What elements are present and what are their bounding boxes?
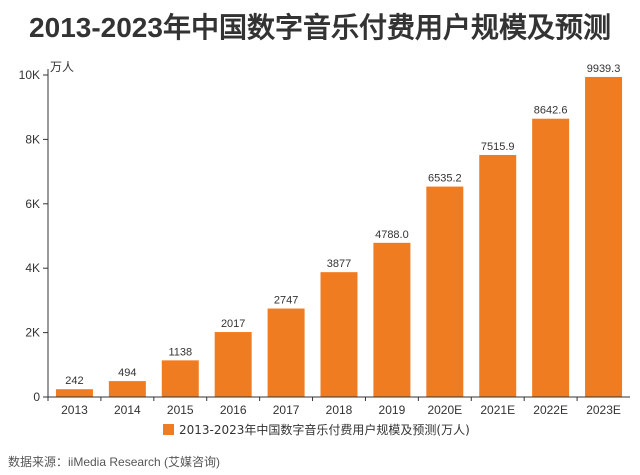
bar xyxy=(373,242,411,397)
bar-value-label: 242 xyxy=(65,375,83,387)
y-tick-label: 6K xyxy=(25,197,40,211)
bar-value-label: 2017 xyxy=(221,318,245,330)
chart-title: 2013-2023年中国数字音乐付费用户规模及预测 xyxy=(29,12,611,43)
bar xyxy=(55,389,93,397)
x-tick-label: 2018 xyxy=(326,403,353,417)
x-tick-label: 2013 xyxy=(61,403,88,417)
x-tick-label: 2019 xyxy=(379,403,406,417)
x-tick-label: 2021E xyxy=(480,403,515,417)
bar-value-label: 6535.2 xyxy=(428,173,462,185)
bar-value-label: 2747 xyxy=(274,295,298,307)
bar xyxy=(479,154,517,397)
bars-group: 242 494 1138 2017 2747 3877 4788.0 6535.2 7515.9… xyxy=(55,63,623,398)
y-tick-label: 8K xyxy=(25,132,40,146)
y-axis: 0 2K 4K 6K 8K 10K 万人 xyxy=(19,60,74,404)
bar xyxy=(426,186,464,397)
y-tick-label: 10K xyxy=(19,68,40,82)
bar-value-label: 4788.0 xyxy=(375,229,409,241)
x-tick-label: 2014 xyxy=(114,403,141,417)
bar xyxy=(161,360,199,397)
legend: 2013-2023年中国数字音乐付费用户规模及预测(万人) xyxy=(163,422,470,437)
bar-value-label: 494 xyxy=(118,367,136,379)
x-tick-label: 2017 xyxy=(273,403,300,417)
source-note: 数据来源：iiMedia Research (艾媒咨询) xyxy=(8,455,221,469)
x-tick-label: 2015 xyxy=(167,403,194,417)
x-tick-label: 2023E xyxy=(586,403,621,417)
bar xyxy=(214,332,252,397)
legend-label: 2013-2023年中国数字音乐付费用户规模及预测(万人) xyxy=(179,422,470,437)
legend-swatch xyxy=(163,424,174,435)
x-tick-label: 2020E xyxy=(427,403,462,417)
x-tick-label: 2022E xyxy=(533,403,568,417)
bar xyxy=(108,381,146,397)
y-tick-label: 2K xyxy=(25,326,40,340)
bar xyxy=(320,272,358,397)
bar xyxy=(585,76,623,398)
y-tick-label: 4K xyxy=(25,261,40,275)
bar-value-label: 1138 xyxy=(168,346,192,358)
y-tick-label: 0 xyxy=(33,390,40,404)
x-tick-label: 2016 xyxy=(220,403,247,417)
bar-value-label: 7515.9 xyxy=(481,141,515,153)
x-axis: 2013 2014 2015 2016 2017 2018 2019 2020E 2021E 20… xyxy=(47,396,630,417)
y-unit-label: 万人 xyxy=(50,60,74,74)
bar-value-label: 8642.6 xyxy=(534,105,568,117)
bar xyxy=(267,308,305,397)
bar-value-label: 9939.3 xyxy=(587,63,621,75)
bar-value-label: 3877 xyxy=(327,258,351,270)
bar xyxy=(532,118,570,397)
